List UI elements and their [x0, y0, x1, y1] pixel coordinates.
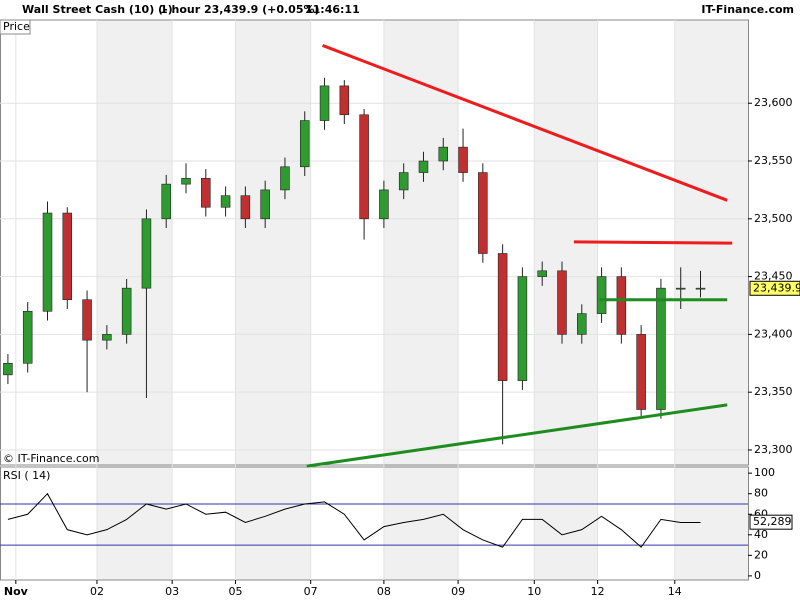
rsi-frame [0, 466, 749, 581]
y-tick-label: 23,550 [754, 154, 793, 167]
candle-body [656, 287, 666, 410]
candle-body [102, 334, 112, 341]
y-tick-label: 20 [754, 548, 768, 561]
candle-body [379, 189, 389, 220]
last-price-label: 23,439.9 [753, 281, 800, 294]
x-tick-label: 02 [90, 585, 104, 598]
x-tick-label: 14 [668, 585, 682, 598]
candle-body [577, 313, 587, 335]
y-tick-label: 23,600 [754, 96, 793, 109]
watermark: © IT-Finance.com [3, 452, 100, 465]
candle-body [438, 146, 449, 162]
brand: IT-Finance.com [701, 3, 794, 16]
candle-body [458, 146, 468, 173]
y-tick-label: 40 [754, 528, 768, 541]
candle-body [161, 183, 171, 220]
x-tick-label: 09 [451, 585, 465, 598]
candle-body [418, 160, 429, 173]
candle-body [141, 218, 152, 289]
candle-body [675, 287, 686, 290]
trend-line [573, 240, 733, 245]
trend-line [306, 403, 728, 468]
candle-body [557, 270, 567, 335]
candle-body [339, 85, 350, 116]
candle-body [537, 270, 547, 277]
x-tick-label: 03 [165, 585, 179, 598]
candle-body [398, 172, 409, 191]
candle-body [181, 178, 191, 185]
candle-body [478, 172, 488, 254]
candle-body [319, 85, 330, 121]
x-tick-label: 08 [377, 585, 391, 598]
candle-body [260, 189, 270, 220]
candle-body [121, 287, 132, 335]
y-tick-label: 23,350 [754, 385, 793, 398]
candle-body [636, 334, 646, 410]
candle-body [22, 310, 33, 364]
x-tick-label: 12 [591, 585, 605, 598]
y-tick-label: 23,400 [754, 327, 793, 340]
panel-label: RSI ( 14) [3, 469, 50, 482]
price-frame [0, 19, 749, 466]
day-band [96, 20, 173, 580]
candle-body [62, 212, 73, 301]
time: 11:46:11 [305, 3, 360, 16]
candle-body [616, 276, 627, 335]
panel-label: Price [3, 20, 30, 33]
rsi-line [7, 492, 701, 548]
y-tick-label: 23,450 [754, 270, 793, 283]
candle-body [82, 299, 92, 341]
y-tick-label: 23,300 [754, 443, 793, 456]
rsi-last-label: 52,289 [753, 515, 792, 528]
x-tick-label: 05 [228, 585, 242, 598]
x-tick-label: 10 [527, 585, 541, 598]
period: 1 hour [160, 3, 201, 16]
candle-body [201, 178, 211, 208]
candle-body [359, 114, 369, 220]
candle-body [299, 120, 310, 168]
day-band [235, 20, 311, 580]
candle-body [220, 195, 231, 208]
x-tick-label: Nov [4, 585, 29, 598]
x-tick-label: 07 [304, 585, 318, 598]
candle-body [42, 212, 53, 312]
y-tick-label: 23,500 [754, 212, 793, 225]
trend-line [322, 44, 728, 202]
day-band [383, 20, 459, 580]
y-tick-label: 0 [754, 569, 761, 582]
candle-body [695, 287, 706, 290]
quote: 23,439.9 (+0.05%) [204, 3, 320, 16]
y-tick-label: 100 [754, 466, 775, 479]
rsi-last-box [749, 514, 793, 530]
candle-body [3, 362, 13, 376]
panel-label-box [0, 19, 31, 35]
candle-body [517, 276, 528, 381]
candle-body [497, 253, 508, 381]
y-tick-label: 80 [754, 487, 768, 500]
candle-body [240, 195, 251, 220]
instrument: Wall Street Cash (10) (-) [22, 3, 173, 16]
last-price-box [749, 280, 800, 296]
candle-body [280, 166, 290, 191]
candle-body [596, 276, 607, 314]
